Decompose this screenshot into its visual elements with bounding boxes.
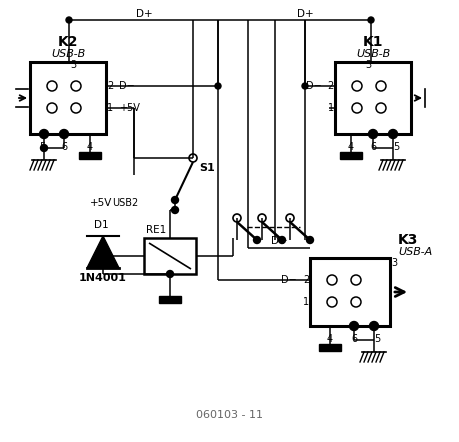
- Text: 5: 5: [39, 142, 45, 152]
- Text: +5V: +5V: [90, 198, 112, 208]
- Circle shape: [302, 83, 308, 89]
- Circle shape: [215, 83, 221, 89]
- Text: 4: 4: [348, 142, 354, 152]
- Text: +5V: +5V: [119, 103, 140, 113]
- Text: K1: K1: [363, 35, 383, 49]
- Circle shape: [172, 206, 179, 213]
- Circle shape: [327, 275, 337, 285]
- Text: USB2: USB2: [112, 198, 138, 208]
- Circle shape: [258, 214, 266, 222]
- Text: K3: K3: [398, 233, 418, 247]
- Text: D1: D1: [94, 220, 108, 230]
- Polygon shape: [87, 236, 119, 268]
- Circle shape: [40, 145, 47, 152]
- Text: D+: D+: [297, 9, 313, 19]
- Text: 6: 6: [61, 142, 67, 152]
- Circle shape: [167, 271, 174, 278]
- Circle shape: [253, 236, 261, 244]
- Circle shape: [369, 130, 377, 138]
- Circle shape: [327, 297, 337, 307]
- Text: 1N4001: 1N4001: [79, 273, 127, 283]
- Circle shape: [369, 321, 379, 331]
- Text: 5: 5: [374, 334, 380, 344]
- Text: 1: 1: [303, 297, 309, 307]
- Circle shape: [279, 236, 285, 244]
- Circle shape: [66, 17, 72, 23]
- Circle shape: [172, 197, 179, 203]
- Bar: [144, 238, 196, 274]
- Text: 2: 2: [328, 81, 334, 91]
- Circle shape: [352, 81, 362, 91]
- Text: 4: 4: [87, 142, 93, 152]
- Circle shape: [71, 103, 81, 113]
- Circle shape: [368, 17, 374, 23]
- Text: 1: 1: [107, 103, 113, 113]
- Text: D+: D+: [271, 236, 287, 246]
- Text: D−: D−: [281, 275, 297, 285]
- Circle shape: [307, 236, 313, 244]
- Text: 3: 3: [70, 60, 76, 70]
- Bar: [79, 152, 101, 159]
- Circle shape: [47, 81, 57, 91]
- Text: D−: D−: [306, 81, 322, 91]
- Circle shape: [352, 103, 362, 113]
- Circle shape: [349, 321, 358, 331]
- Text: S1: S1: [199, 163, 215, 173]
- Circle shape: [286, 214, 294, 222]
- Text: 2: 2: [107, 81, 113, 91]
- Text: USB-A: USB-A: [398, 247, 432, 257]
- Circle shape: [47, 103, 57, 113]
- Text: 3: 3: [391, 258, 397, 268]
- Text: 4: 4: [327, 334, 333, 344]
- Bar: [335, 62, 411, 134]
- Text: USB-B: USB-B: [51, 49, 85, 59]
- Circle shape: [189, 154, 197, 162]
- Bar: [159, 296, 181, 303]
- Text: 3: 3: [365, 60, 371, 70]
- Circle shape: [351, 275, 361, 285]
- Circle shape: [351, 297, 361, 307]
- Text: 5: 5: [393, 142, 399, 152]
- Circle shape: [376, 81, 386, 91]
- Circle shape: [388, 130, 397, 138]
- Bar: [340, 152, 362, 159]
- Text: 6: 6: [370, 142, 376, 152]
- Text: USB-B: USB-B: [356, 49, 390, 59]
- Circle shape: [71, 81, 81, 91]
- Circle shape: [39, 130, 49, 138]
- Text: 1: 1: [328, 103, 334, 113]
- Text: 060103 - 11: 060103 - 11: [196, 410, 263, 420]
- Circle shape: [60, 130, 68, 138]
- Circle shape: [376, 103, 386, 113]
- Text: D−: D−: [119, 81, 135, 91]
- Bar: [30, 62, 106, 134]
- Circle shape: [233, 214, 241, 222]
- Bar: [310, 258, 390, 326]
- Text: D+: D+: [136, 9, 152, 19]
- Bar: [319, 344, 341, 351]
- Text: K2: K2: [58, 35, 78, 49]
- Text: RE1: RE1: [146, 225, 166, 235]
- Text: 6: 6: [351, 334, 357, 344]
- Text: 2: 2: [303, 275, 309, 285]
